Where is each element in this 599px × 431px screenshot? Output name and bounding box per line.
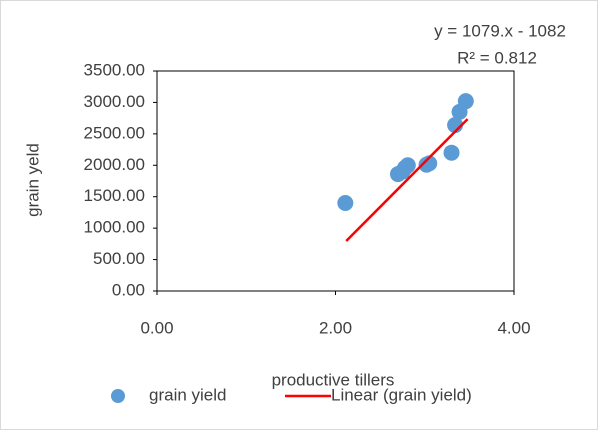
x-tick-label: 0.00 (140, 318, 173, 337)
y-tick-label: 500.00 (93, 249, 145, 268)
y-axis-title: grain yeld (23, 143, 42, 217)
y-tick-label: 1500.00 (84, 186, 145, 205)
y-tick-label: 2500.00 (84, 123, 145, 142)
y-tick-label: 0.00 (112, 280, 145, 299)
point (443, 144, 460, 161)
point (421, 155, 438, 172)
legend-label: Linear (grain yield) (331, 385, 472, 404)
x-tick-label: 4.00 (497, 318, 530, 337)
legend-label: grain yield (149, 385, 227, 404)
r-squared: R² = 0.812 (457, 48, 537, 67)
legend-marker (111, 389, 125, 403)
y-tick-label: 3500.00 (84, 60, 145, 79)
y-tick-label: 2000.00 (84, 155, 145, 174)
x-tick-label: 2.00 (319, 318, 352, 337)
trendline (345, 118, 469, 242)
point (399, 157, 416, 174)
point (337, 195, 354, 211)
equation: y = 1079.x - 1082 (434, 21, 566, 40)
y-tick-label: 3000.00 (84, 92, 145, 111)
y-tick-label: 1000.00 (84, 218, 145, 237)
x-axis-title: productive tillers (272, 370, 395, 389)
point (457, 93, 474, 110)
